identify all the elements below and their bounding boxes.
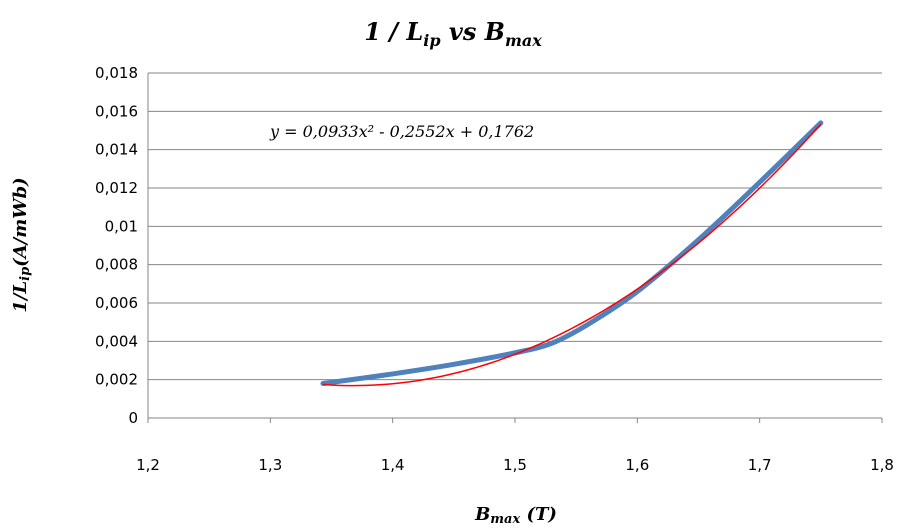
chart-title-sub-1: ip [423,31,440,50]
y-tick-labels: 0 0,002 0,004 0,006 0,008 0,01 0,012 0,014 0,016… [95,64,138,427]
x-tick-label: 1,3 [258,456,282,474]
x-tick-label: 1,7 [748,456,772,474]
y-axis-label-main: 1/L [10,281,31,313]
chart-title: 1 / Lip vs Bmax [364,17,542,50]
x-axis-label-main: B [474,504,490,525]
x-tick-labels: 1,2 1,3 1,4 1,5 1,6 1,7 1,8 [136,456,894,474]
y-tick-label: 0,004 [95,332,138,350]
chart-title-main: 1 / L [364,17,423,46]
x-tick-label: 1,6 [625,456,649,474]
y-tick-label: 0,016 [95,102,138,120]
x-axis-label: Bmax (T) [474,504,557,527]
trendline [322,123,822,387]
y-tick-label: 0,008 [95,256,138,274]
y-axis-label: 1/Lip(A/mWb) [10,177,33,312]
y-tick-label: 0,002 [95,371,138,389]
chart-title-mid: vs B [441,17,505,46]
y-tick-label: 0,014 [95,141,138,159]
y-tick-label: 0,018 [95,64,138,82]
y-tick-label: 0,01 [105,217,138,235]
y-tick-label: 0,012 [95,179,138,197]
y-axis-label-rest: (A/mWb) [10,177,31,266]
trendline-equation: y = 0,0933x² - 0,2552x + 0,1762 [269,122,534,141]
chart-title-sub-2: max [505,31,542,50]
x-tick-label: 1,8 [870,456,894,474]
plot-area [320,120,824,387]
y-tick-label: 0 [128,409,138,427]
x-axis-label-rest: (T) [520,504,557,525]
series-line-0 [320,120,824,386]
y-tick-label: 0,006 [95,294,138,312]
gridlines [148,72,882,381]
x-tick-label: 1,5 [503,456,527,474]
x-axis-label-sub: max [490,512,520,527]
x-tick-label: 1,4 [381,456,405,474]
axes [147,73,883,423]
y-axis-label-sub: ip [18,267,33,281]
x-tick-label: 1,2 [136,456,160,474]
